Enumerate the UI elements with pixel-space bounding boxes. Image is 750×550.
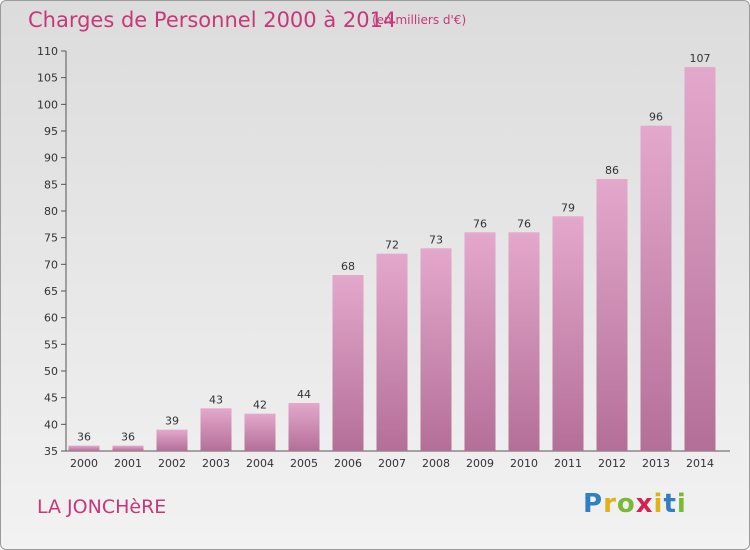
- y-tick-label: 55: [44, 338, 58, 351]
- bar-2007: [376, 253, 408, 451]
- y-tick-label: 95: [44, 125, 58, 138]
- x-tick-label-2010: 2010: [510, 457, 538, 470]
- x-tick-label-2014: 2014: [686, 457, 714, 470]
- value-label-2007: 72: [385, 239, 399, 252]
- value-label-2006: 68: [341, 260, 355, 273]
- y-tick-label: 100: [37, 98, 58, 111]
- x-tick-label-2013: 2013: [642, 457, 670, 470]
- bar-2003: [200, 408, 232, 451]
- x-tick-label-2003: 2003: [202, 457, 230, 470]
- value-label-2013: 96: [649, 111, 663, 124]
- y-tick-label: 60: [44, 312, 58, 325]
- bar-2000: [68, 445, 100, 451]
- y-tick-label: 75: [44, 232, 58, 245]
- y-tick-label: 65: [44, 285, 58, 298]
- bar-2014: [684, 67, 716, 451]
- value-label-2011: 79: [561, 201, 575, 214]
- place-name: LA JONCHèRE: [37, 496, 167, 518]
- bar-2009: [464, 232, 496, 451]
- logo-letter: o: [616, 489, 636, 519]
- x-tick-label-2004: 2004: [246, 457, 274, 470]
- value-label-2001: 36: [121, 431, 135, 444]
- bar-2012: [596, 179, 628, 451]
- logo-letter: x: [635, 489, 654, 519]
- y-tick-label: 85: [44, 178, 58, 191]
- y-tick-label: 90: [44, 152, 58, 165]
- bar-2001: [112, 445, 144, 451]
- value-label-2010: 76: [517, 217, 531, 230]
- x-tick-label-2006: 2006: [334, 457, 362, 470]
- logo-letter: t: [663, 489, 677, 519]
- x-tick-label-2002: 2002: [158, 457, 186, 470]
- bar-2011: [552, 216, 584, 451]
- y-tick-label: 50: [44, 365, 58, 378]
- bar-2005: [288, 403, 320, 451]
- x-tick-label-2007: 2007: [378, 457, 406, 470]
- logo-letter: i: [653, 489, 664, 519]
- value-label-2005: 44: [297, 388, 311, 401]
- bar-2004: [244, 413, 276, 451]
- logo-letter: r: [603, 489, 617, 519]
- value-label-2000: 36: [77, 431, 91, 444]
- y-tick-label: 110: [37, 45, 58, 58]
- bar-2006: [332, 275, 364, 451]
- y-tick-label: 45: [44, 392, 58, 405]
- bar-2010: [508, 232, 540, 451]
- bar-2013: [640, 125, 672, 452]
- value-label-2014: 107: [690, 52, 711, 65]
- logo-letter: P: [583, 489, 604, 519]
- x-tick-label-2000: 2000: [70, 457, 98, 470]
- x-tick-label-2009: 2009: [466, 457, 494, 470]
- value-label-2002: 39: [165, 415, 179, 428]
- value-label-2003: 43: [209, 393, 223, 406]
- chart-title: Charges de Personnel 2000 à 2014: [28, 8, 397, 32]
- value-label-2009: 76: [473, 217, 487, 230]
- x-tick-label-2008: 2008: [422, 457, 450, 470]
- x-tick-label-2005: 2005: [290, 457, 318, 470]
- bar-2002: [156, 429, 188, 451]
- y-tick-label: 35: [44, 445, 58, 458]
- x-tick-label-2001: 2001: [114, 457, 142, 470]
- x-tick-label-2012: 2012: [598, 457, 626, 470]
- value-label-2004: 42: [253, 399, 267, 412]
- y-tick-label: 80: [44, 205, 58, 218]
- x-tick-label-2011: 2011: [554, 457, 582, 470]
- y-tick-label: 70: [44, 258, 58, 271]
- value-label-2012: 86: [605, 164, 619, 177]
- y-tick-label: 40: [44, 418, 58, 431]
- chart-subtitle: (en milliers d'€): [372, 13, 467, 27]
- logo-letter: i: [676, 489, 687, 519]
- y-tick-label: 105: [37, 72, 58, 85]
- value-label-2008: 73: [429, 233, 443, 246]
- proxiti-logo: Proxiti: [583, 489, 687, 519]
- bar-2008: [420, 248, 452, 451]
